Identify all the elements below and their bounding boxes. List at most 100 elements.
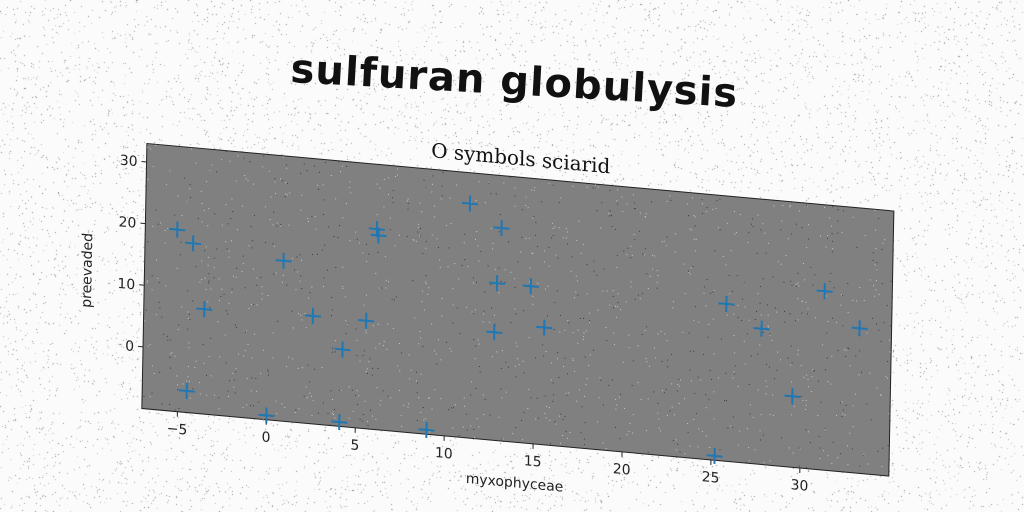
plot-speckle xyxy=(877,450,879,452)
plot-speckle xyxy=(307,364,309,366)
plot-speckle xyxy=(693,418,695,420)
plot-speckle xyxy=(445,225,447,227)
plot-speckle xyxy=(375,347,377,349)
plot-speckle xyxy=(783,310,786,312)
data-point xyxy=(331,413,348,431)
plot-speckle xyxy=(187,376,189,378)
plot-speckle xyxy=(637,345,639,347)
plot-speckle xyxy=(831,355,833,357)
plot-speckle xyxy=(617,302,619,304)
plot-speckle xyxy=(151,275,153,277)
plot-speckle xyxy=(675,449,677,451)
plot-speckle xyxy=(562,418,564,421)
plot-speckle xyxy=(475,199,477,201)
plot-speckle xyxy=(231,288,233,290)
plot-speckle xyxy=(567,243,569,245)
plot-speckle xyxy=(829,280,831,282)
plot-speckle xyxy=(340,170,342,173)
plot-speckle xyxy=(275,193,277,195)
plot-speckle xyxy=(300,209,302,211)
plot-speckle xyxy=(498,292,500,294)
plot-speckle xyxy=(528,281,530,283)
plot-speckle xyxy=(218,408,220,410)
plot-speckle xyxy=(742,298,744,300)
plot-speckle xyxy=(442,172,444,174)
plot-speckle xyxy=(472,277,474,279)
plot-speckle xyxy=(291,310,293,312)
plot-speckle xyxy=(474,358,476,360)
data-point xyxy=(418,421,435,439)
plot-speckle xyxy=(466,413,468,415)
plot-speckle xyxy=(307,218,309,220)
plot-speckle xyxy=(737,386,739,388)
plot-speckle xyxy=(830,383,832,385)
plot-speckle xyxy=(576,239,578,241)
plot-speckle xyxy=(600,227,602,229)
plot-speckle xyxy=(147,241,149,243)
plot-speckle xyxy=(499,213,501,216)
plot-speckle xyxy=(578,389,580,391)
plot-speckle xyxy=(856,246,858,249)
plot-speckle xyxy=(765,380,767,382)
plot-speckle xyxy=(397,365,399,367)
plot-speckle xyxy=(593,270,595,272)
plot-speckle xyxy=(200,190,202,192)
plot-speckle xyxy=(689,351,691,353)
plot-speckle xyxy=(504,269,506,271)
plot-speckle xyxy=(631,254,633,256)
plot-speckle xyxy=(890,280,892,282)
x-tick-label: 25 xyxy=(702,469,720,487)
plot-speckle xyxy=(760,414,762,416)
plot-speckle xyxy=(305,386,307,388)
plot-speckle xyxy=(886,305,888,307)
plot-speckle xyxy=(376,387,378,389)
plot-speckle xyxy=(864,235,866,237)
plot-speckle xyxy=(859,350,861,352)
plot-speckle xyxy=(804,279,806,281)
plot-speckle xyxy=(407,198,409,200)
plot-speckle xyxy=(535,418,537,420)
plot-speckle xyxy=(849,432,851,434)
plot-speckle xyxy=(776,369,778,371)
plot-speckle xyxy=(819,457,821,460)
data-point xyxy=(851,320,868,337)
plot-speckle xyxy=(250,390,252,392)
plot-speckle xyxy=(478,260,480,262)
plot-speckle xyxy=(349,240,351,242)
plot-speckle xyxy=(152,225,154,227)
plot-speckle xyxy=(419,330,421,333)
plot-speckle xyxy=(390,397,392,399)
plot-speckle xyxy=(376,183,378,185)
plot-speckle xyxy=(760,314,762,316)
plot-speckle xyxy=(612,295,614,297)
plot-speckle xyxy=(461,264,463,266)
plot-speckle xyxy=(688,271,690,273)
plot-speckle xyxy=(356,390,358,392)
plot-speckle xyxy=(530,189,532,191)
plot-speckle xyxy=(581,406,583,408)
plot-speckle xyxy=(398,342,400,345)
plot-speckle xyxy=(634,202,636,204)
plot-speckle xyxy=(601,202,603,204)
plot-speckle xyxy=(809,441,811,444)
plot-speckle xyxy=(375,418,377,420)
plot-speckle xyxy=(301,319,303,321)
plot-speckle xyxy=(300,259,303,261)
plot-speckle xyxy=(143,395,145,397)
plot-speckle xyxy=(525,204,527,206)
plot-speckle xyxy=(774,378,776,380)
plot-speckle xyxy=(428,287,430,289)
plot-speckle xyxy=(187,290,189,292)
plot-speckle xyxy=(194,366,196,368)
plot-speckle xyxy=(673,414,675,416)
plot-speckle xyxy=(502,440,504,443)
plot-speckle xyxy=(387,323,389,325)
plot-speckle xyxy=(339,389,341,391)
plot-speckle xyxy=(274,181,276,183)
plot-speckle xyxy=(254,333,256,335)
plot-speckle xyxy=(564,329,566,331)
plot-speckle xyxy=(619,438,621,440)
plot-speckle xyxy=(710,292,712,294)
plot-speckle xyxy=(542,344,544,346)
data-point xyxy=(522,278,539,295)
